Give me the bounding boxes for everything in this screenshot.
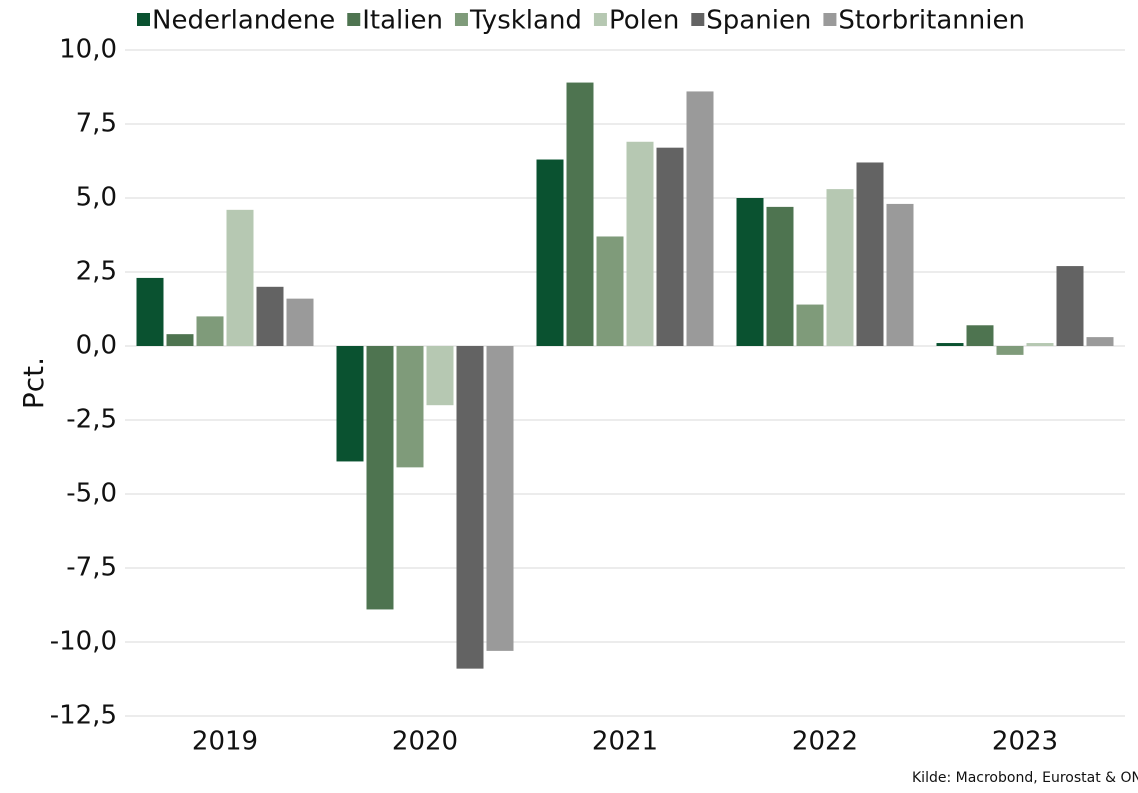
bar [256,286,284,346]
bar [1086,337,1114,346]
bar [596,236,624,346]
y-tick-label: -10,0 [50,627,117,657]
x-tick-label: 2019 [192,727,258,757]
bar [566,82,594,346]
legend-label: Nederlandene [152,6,335,36]
bar [936,343,964,346]
legend-swatch [593,13,607,26]
bar [856,162,884,346]
bar [626,141,654,346]
legend-label: Tyskland [469,6,582,36]
y-tick-label: -5,0 [66,479,117,509]
y-axis-label: Pct. [17,357,50,409]
legend-swatch [823,13,837,26]
legend-swatch [454,13,468,26]
x-tick-label: 2022 [792,727,858,757]
bar [766,206,794,346]
bar [886,203,914,346]
bar [366,346,394,610]
y-tick-label: -12,5 [50,701,117,731]
bar [966,325,994,346]
source: Kilde: Macrobond, Eurostat & ONS [912,770,1138,786]
bar [686,91,714,346]
y-tick-label: 0,0 [76,331,117,361]
legend-label: Storbritannien [838,6,1025,36]
bar [796,304,824,346]
bar [656,147,684,346]
bar [426,346,454,406]
bar [136,277,164,346]
y-tick-label: -2,5 [66,405,117,435]
y-tick-label: 2,5 [76,257,117,287]
y-tick-label: 7,5 [76,109,117,139]
bar [1026,343,1054,346]
y-tick-label: 5,0 [76,183,117,213]
legend-label: Italien [362,6,443,36]
legend-swatch [137,13,150,26]
x-tick-label: 2021 [592,727,658,757]
bar [1056,266,1084,346]
legend-label: Spanien [706,6,811,36]
bar [536,159,564,346]
bar [996,346,1024,355]
x-tick-label: 2023 [992,727,1058,757]
y-tick-label: 10,0 [59,35,117,65]
bar [166,334,194,346]
legend-swatch [691,13,705,26]
bar [736,198,764,346]
legend-swatch [347,13,361,26]
bar [226,209,254,346]
bar [826,189,854,346]
x-tick-label: 2020 [392,727,458,757]
y-tick-label: -7,5 [66,553,117,583]
bar [396,346,424,468]
bar [336,346,364,462]
bar [456,346,484,669]
bar [286,298,314,346]
bar [486,346,514,651]
legend-label: Polen [609,6,679,36]
bar [196,316,224,346]
